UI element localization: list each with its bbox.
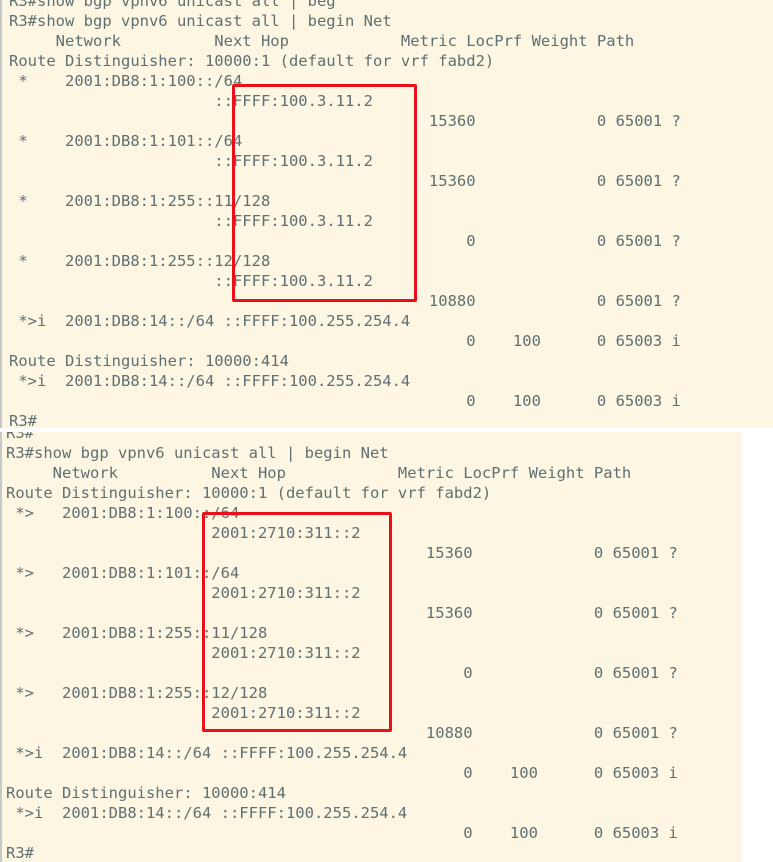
terminal-window-bottom[interactable]: R3# R3#show bgp vpnv6 unicast all | begin… <box>0 432 742 862</box>
route-attributes: 0 100 0 65003 i <box>9 392 681 410</box>
route-distinguisher: Route Distinguisher: 10000:1 (default fo… <box>6 484 492 502</box>
route-entry: *>i 2001:DB8:14::/64 ::FFFF:100.255.254.… <box>9 312 411 330</box>
route-entry: * 2001:DB8:1:100::/64 <box>9 72 243 90</box>
route-entry: * 2001:DB8:1:101::/64 <box>9 132 243 150</box>
route-entry: *>i 2001:DB8:14::/64 ::FFFF:100.255.254.… <box>9 372 411 390</box>
terminal-window-top[interactable]: R3#show bgp vpnv6 unicast all | beg R3#sh… <box>0 0 773 428</box>
next-hop: 2001:2710:311::2 <box>6 644 361 662</box>
next-hop: 2001:2710:311::2 <box>6 584 361 602</box>
route-distinguisher: Route Distinguisher: 10000:414 <box>6 784 286 802</box>
route-attributes: 10880 0 65001 ? <box>6 724 678 742</box>
terminal-prompt: R3# <box>6 844 34 862</box>
route-distinguisher: Route Distinguisher: 10000:1 (default fo… <box>9 52 495 70</box>
route-attributes: 15360 0 65001 ? <box>6 544 678 562</box>
route-attributes: 0 100 0 65003 i <box>6 824 678 842</box>
route-attributes: 15360 0 65001 ? <box>6 604 678 622</box>
next-hop: ::FFFF:100.3.11.2 <box>9 212 373 230</box>
terminal-prompt: R3# <box>9 412 37 428</box>
next-hop: 2001:2710:311::2 <box>6 524 361 542</box>
route-attributes: 0 100 0 65003 i <box>6 764 678 782</box>
route-entry: *>i 2001:DB8:14::/64 ::FFFF:100.255.254.… <box>6 744 408 762</box>
next-hop: 2001:2710:311::2 <box>6 704 361 722</box>
route-entry: *>i 2001:DB8:14::/64 ::FFFF:100.255.254.… <box>6 804 408 822</box>
next-hop: ::FFFF:100.3.11.2 <box>9 272 373 290</box>
next-hop: ::FFFF:100.3.11.2 <box>9 92 373 110</box>
route-attributes: 0 0 65001 ? <box>6 664 678 682</box>
route-attributes: 0 100 0 65003 i <box>9 332 681 350</box>
route-attributes: 10880 0 65001 ? <box>9 292 681 310</box>
route-entry: * 2001:DB8:1:255::12/128 <box>9 252 271 270</box>
next-hop: ::FFFF:100.3.11.2 <box>9 152 373 170</box>
terminal-line: R3#show bgp vpnv6 unicast all | begin Ne… <box>6 444 389 462</box>
route-entry: *> 2001:DB8:1:101::/64 <box>6 564 240 582</box>
route-attributes: 15360 0 65001 ? <box>9 172 681 190</box>
table-header: Network Next Hop Metric LocPrf Weight Pa… <box>9 32 635 50</box>
terminal-output-bottom: R3# R3#show bgp vpnv6 unicast all | begin… <box>6 432 678 862</box>
terminal-line: R3#show bgp vpnv6 unicast all | begin Ne… <box>9 12 392 30</box>
table-header: Network Next Hop Metric LocPrf Weight Pa… <box>6 464 632 482</box>
terminal-output-top: R3#show bgp vpnv6 unicast all | beg R3#sh… <box>9 0 681 428</box>
terminal-line: R3#show bgp vpnv6 unicast all | beg <box>9 0 336 10</box>
terminal-prompt: R3# <box>6 432 34 442</box>
route-attributes: 0 0 65001 ? <box>9 232 681 250</box>
route-attributes: 15360 0 65001 ? <box>9 112 681 130</box>
route-entry: * 2001:DB8:1:255::11/128 <box>9 192 271 210</box>
route-entry: *> 2001:DB8:1:255::12/128 <box>6 684 268 702</box>
route-entry: *> 2001:DB8:1:255::11/128 <box>6 624 268 642</box>
route-distinguisher: Route Distinguisher: 10000:414 <box>9 352 289 370</box>
route-entry: *> 2001:DB8:1:100::/64 <box>6 504 240 522</box>
